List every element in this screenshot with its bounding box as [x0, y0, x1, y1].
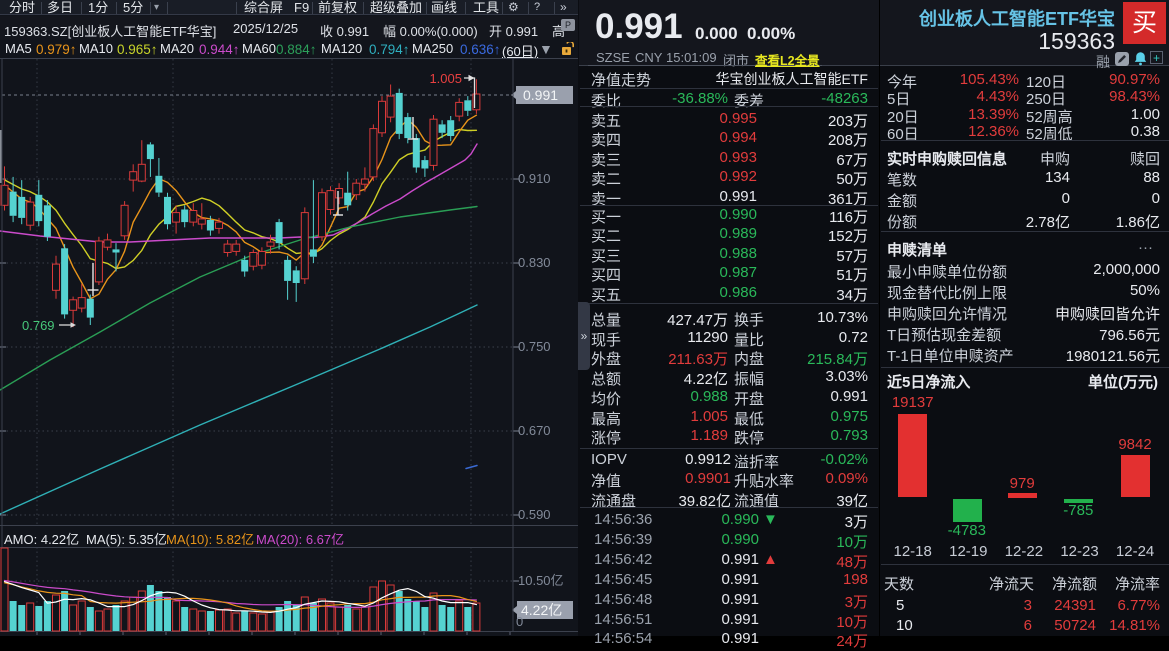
svg-text:0.590: 0.590 [518, 507, 551, 522]
svg-text:0.769: 0.769 [22, 318, 55, 333]
svg-text:0: 0 [516, 614, 523, 629]
svg-text:4.22亿: 4.22亿 [521, 602, 562, 618]
svg-text:0.670: 0.670 [518, 423, 551, 438]
svg-text:1.005: 1.005 [429, 71, 462, 86]
svg-text:0.830: 0.830 [518, 255, 551, 270]
svg-text:10.50亿: 10.50亿 [518, 573, 564, 588]
svg-text:0.991: 0.991 [523, 87, 558, 103]
svg-text:0.750: 0.750 [518, 339, 551, 354]
svg-text:0.910: 0.910 [518, 171, 551, 186]
